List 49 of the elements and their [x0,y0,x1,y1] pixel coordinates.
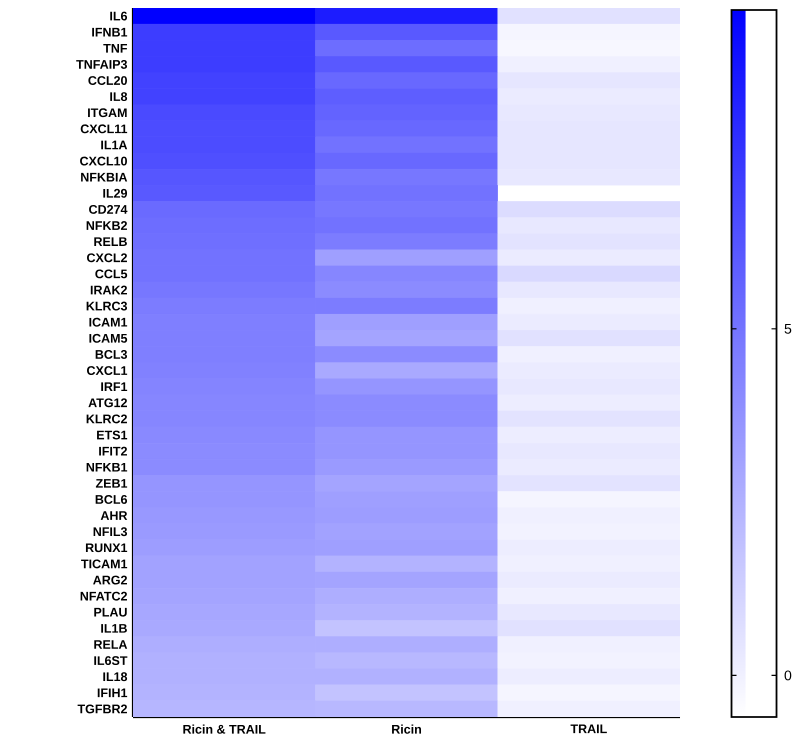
y-tick-label: IFIH1 [98,688,128,698]
y-tick-label: CXCL10 [80,156,127,166]
y-tick-label: CCL20 [88,76,127,85]
y-tick-label: ITGAM [88,108,127,118]
y-tick-label: CD274 [89,204,128,214]
y-tick-label: IFIT2 [99,446,127,456]
y-tick-label: IRF1 [101,382,128,391]
y-tick-label: NFKBIA [81,172,128,182]
y-tick-label: TNFAIP3 [76,60,128,69]
y-tick-label: CXCL11 [80,124,128,134]
y-tick-label: IL6ST [94,656,128,666]
x-tick-label: Ricin & TRAIL [183,724,266,734]
y-tick-label: BCL6 [96,495,128,504]
y-tick-label: RUNX1 [86,543,128,552]
y-tick-label: AHR [100,511,128,520]
color-bar-label: 5 [784,324,792,334]
y-tick-label: RELA [94,640,128,649]
y-tick-label: ICAM5 [89,334,128,343]
y-tick-label: CXCL1 [87,366,128,375]
x-tick-label: TRAIL [570,724,607,734]
y-tick-label: ARG2 [93,576,127,584]
y-tick-label: IFNB1 [92,28,128,36]
y-tick-label: KLRC3 [86,302,128,311]
y-tick-label: ICAM1 [89,318,128,327]
y-tick-label: IL29 [103,188,128,198]
y-tick-label: ATG12 [88,398,127,408]
y-tick-label: ETS1 [97,430,128,440]
x-tick-label: Ricin [392,724,422,734]
y-tick-label: IL8 [110,92,128,102]
y-tick-label: RELB [94,237,127,246]
y-tick-label: IL1B [101,624,127,633]
y-tick-label: PLAU [94,608,127,617]
y-tick-label: IL6 [110,12,128,20]
color-bar-label: 0 [784,670,792,680]
y-tick-label: KLRC2 [86,414,127,424]
y-tick-label: NFATC2 [80,592,127,601]
y-tick-label: TNF [103,44,128,53]
y-tick-label: CCL5 [95,269,128,278]
y-tick-label: NFKB1 [86,462,128,472]
y-tick-label: TGFBR2 [78,704,127,714]
y-tick-label: CXCL2 [87,253,127,262]
y-tick-label: IRAK2 [90,286,127,294]
y-tick-label: TICAM1 [81,559,128,568]
y-tick-label: ZEB1 [96,479,128,488]
y-tick-label: NFKB2 [86,221,127,230]
y-tick-label: BCL3 [96,350,128,359]
y-tick-label: NFIL3 [94,527,128,536]
y-tick-label: IL18 [103,672,128,682]
y-tick-label: IL1A [101,140,128,150]
